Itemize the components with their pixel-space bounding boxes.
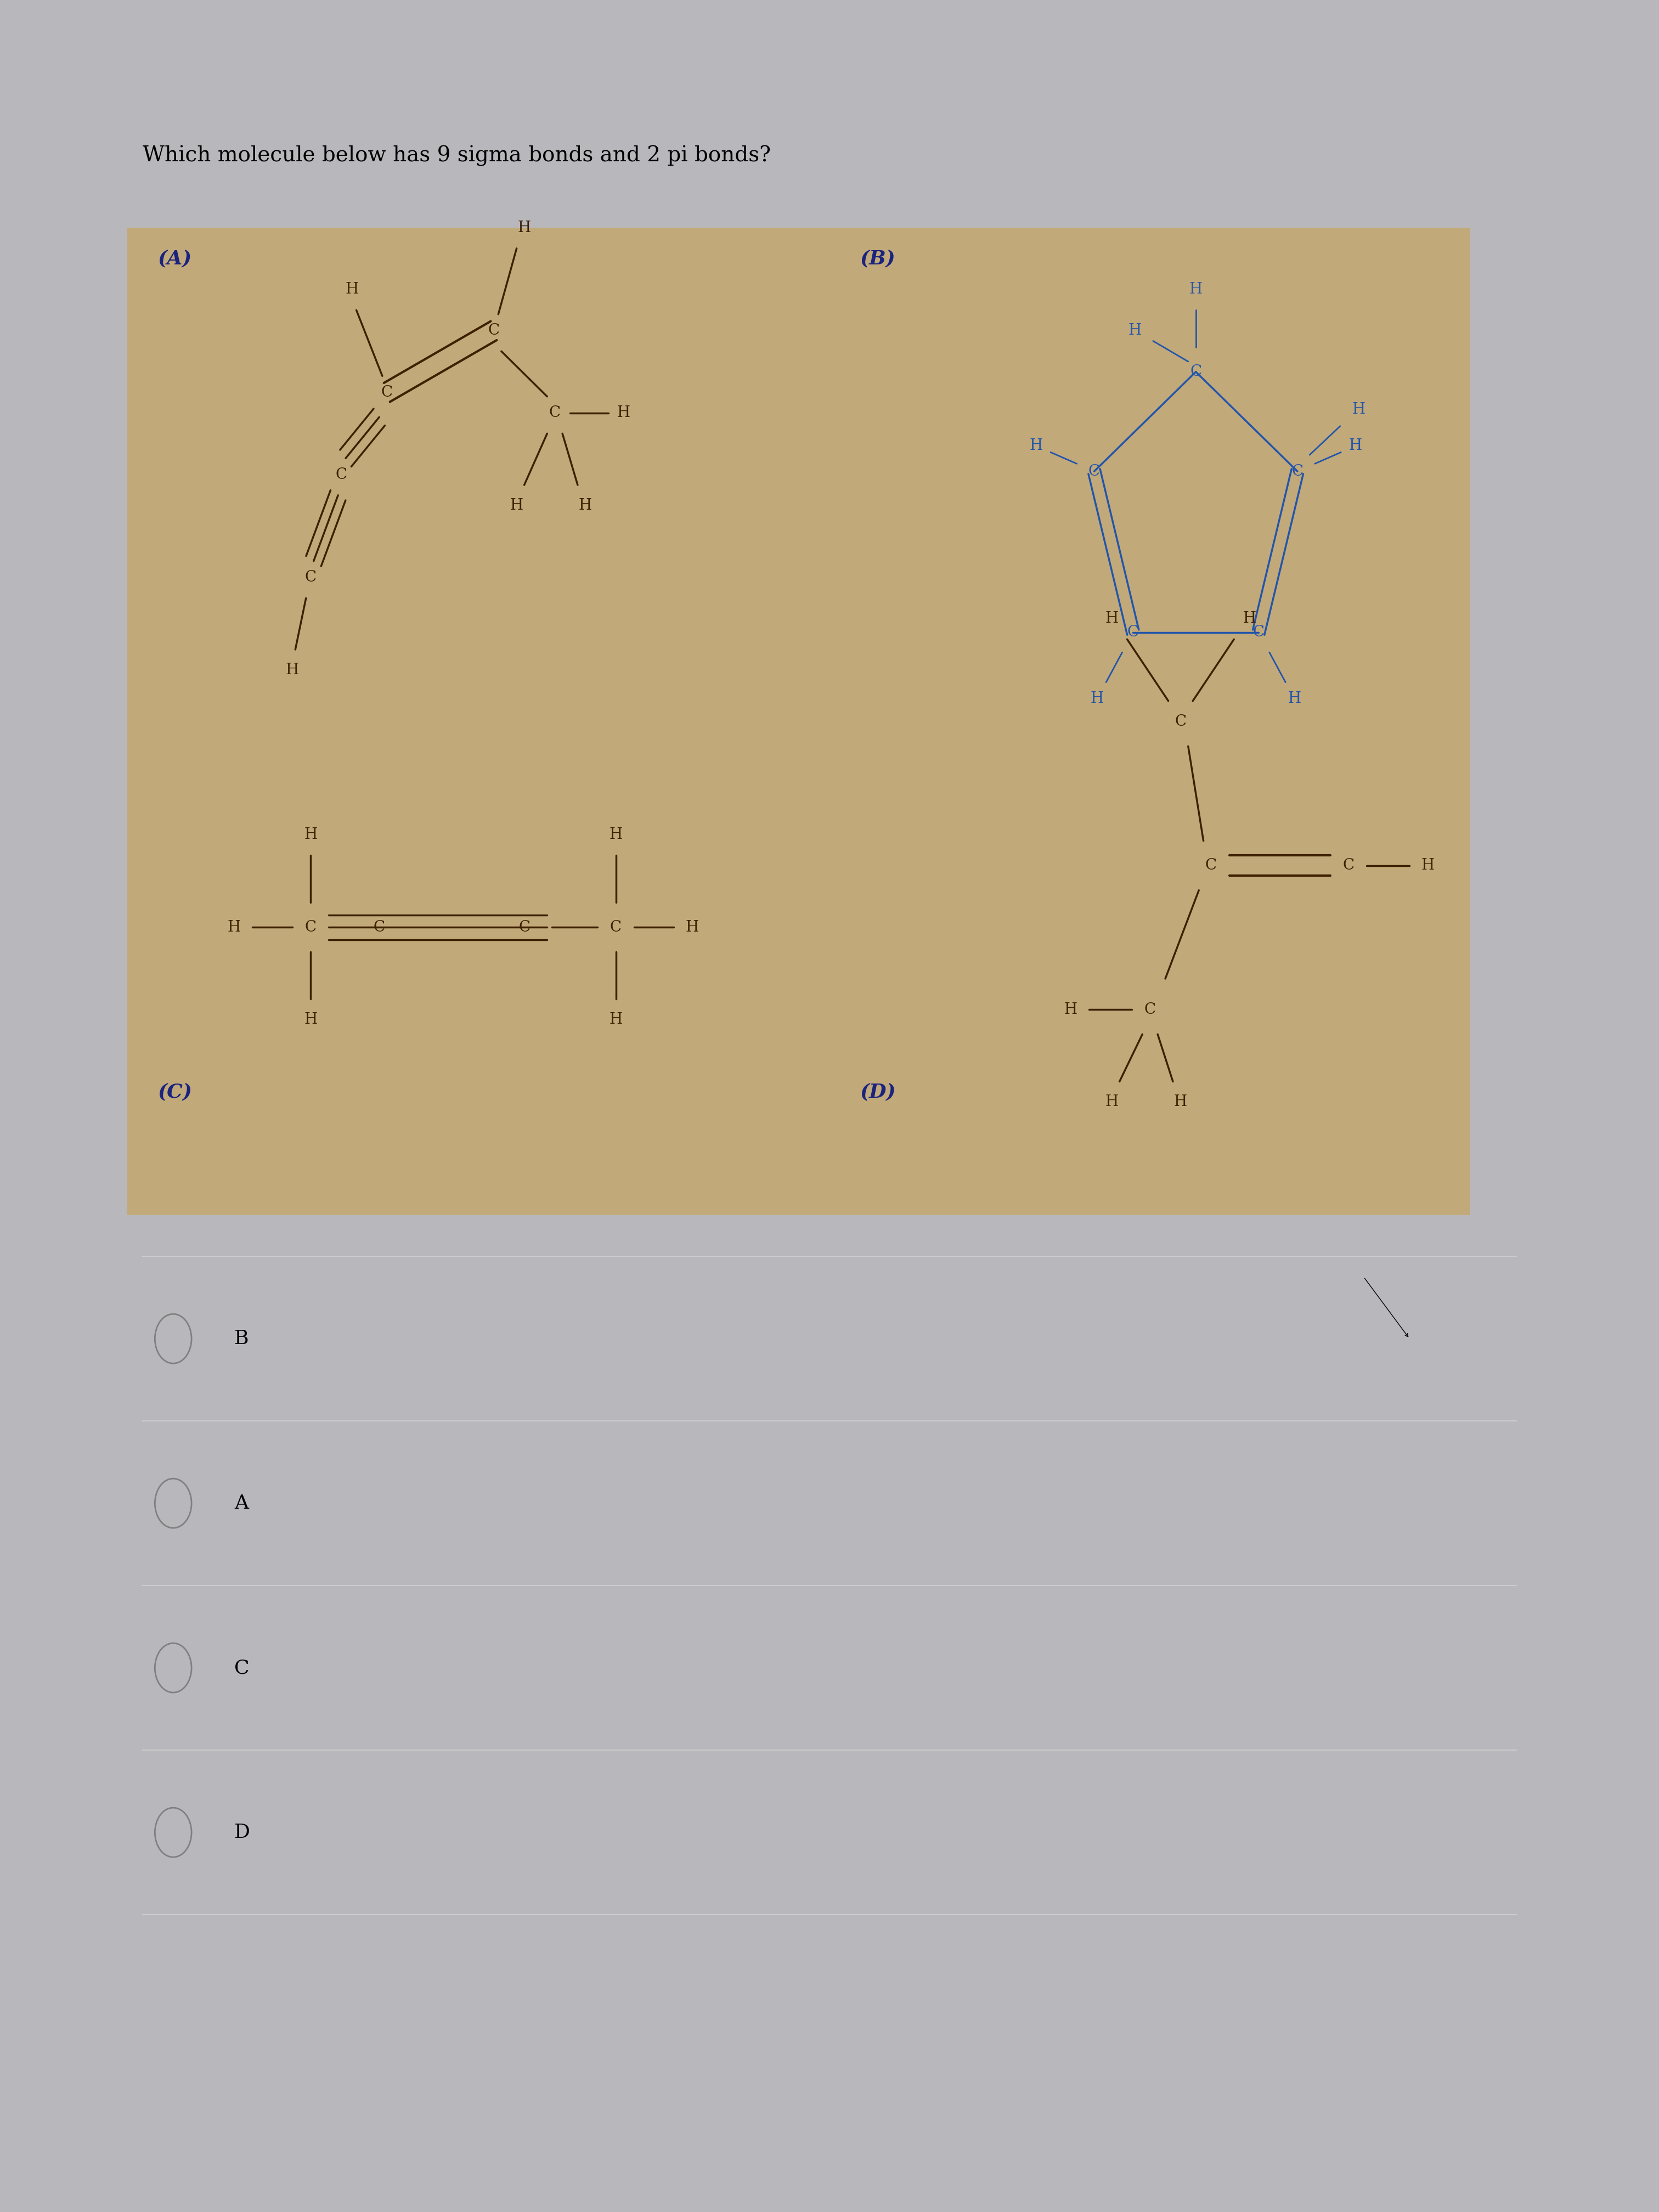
Text: H: H bbox=[1063, 1002, 1077, 1018]
Text: (C): (C) bbox=[158, 1082, 192, 1102]
Text: H: H bbox=[1175, 1095, 1188, 1110]
Text: H: H bbox=[617, 405, 630, 420]
Text: Which molecule below has 9 sigma bonds and 2 pi bonds?: Which molecule below has 9 sigma bonds a… bbox=[143, 146, 771, 166]
Text: B: B bbox=[234, 1329, 249, 1347]
FancyBboxPatch shape bbox=[128, 228, 1470, 1214]
Text: H: H bbox=[1090, 692, 1103, 706]
Text: H: H bbox=[518, 221, 531, 234]
Text: H: H bbox=[685, 920, 698, 936]
Text: H: H bbox=[579, 498, 592, 513]
Text: C: C bbox=[519, 920, 529, 936]
Text: H: H bbox=[304, 827, 317, 843]
Text: H: H bbox=[609, 827, 622, 843]
Text: A: A bbox=[234, 1493, 249, 1513]
Text: H: H bbox=[345, 283, 358, 296]
Text: C: C bbox=[305, 920, 317, 936]
Text: H: H bbox=[509, 498, 523, 513]
Text: C: C bbox=[234, 1659, 249, 1677]
Text: C: C bbox=[1088, 465, 1100, 478]
Text: C: C bbox=[488, 323, 499, 338]
Text: C: C bbox=[1190, 365, 1201, 378]
Text: H: H bbox=[1287, 692, 1301, 706]
Text: D: D bbox=[234, 1823, 251, 1843]
Text: H: H bbox=[227, 920, 241, 936]
Text: C: C bbox=[305, 571, 317, 584]
Text: H: H bbox=[1352, 403, 1365, 418]
Text: H: H bbox=[304, 1013, 317, 1026]
Text: C: C bbox=[1145, 1002, 1156, 1018]
Text: C: C bbox=[1292, 465, 1304, 478]
Text: H: H bbox=[1243, 611, 1256, 626]
Text: C: C bbox=[1342, 858, 1354, 874]
Text: C: C bbox=[373, 920, 385, 936]
Text: H: H bbox=[609, 1013, 622, 1026]
Text: C: C bbox=[549, 405, 561, 420]
Text: H: H bbox=[1190, 283, 1203, 296]
Text: H: H bbox=[1105, 611, 1118, 626]
Text: H: H bbox=[285, 664, 299, 677]
Text: C: C bbox=[1206, 858, 1216, 874]
Text: H: H bbox=[1349, 438, 1362, 453]
Text: H: H bbox=[1422, 858, 1435, 874]
Text: H: H bbox=[1105, 1095, 1118, 1110]
Text: C: C bbox=[1126, 626, 1138, 639]
Text: C: C bbox=[1253, 626, 1264, 639]
Text: (B): (B) bbox=[859, 250, 896, 268]
Text: C: C bbox=[382, 385, 393, 400]
Text: (D): (D) bbox=[859, 1082, 896, 1102]
Text: C: C bbox=[335, 467, 347, 482]
Text: C: C bbox=[1175, 714, 1186, 730]
Text: C: C bbox=[611, 920, 622, 936]
Text: (A): (A) bbox=[158, 250, 192, 268]
Text: H: H bbox=[1030, 438, 1044, 453]
Text: H: H bbox=[1128, 323, 1141, 338]
